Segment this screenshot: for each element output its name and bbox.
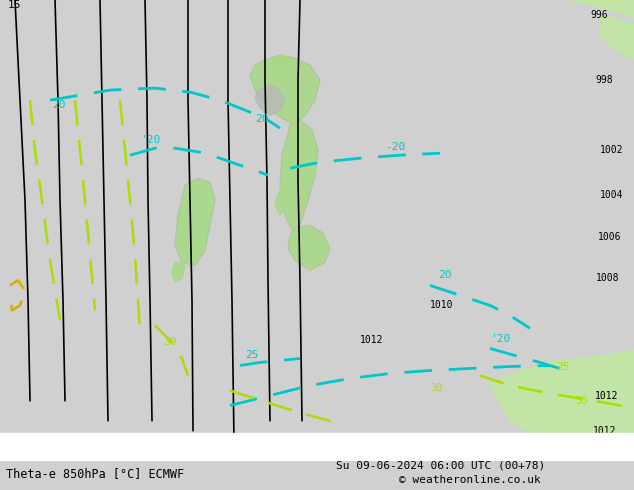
Polygon shape bbox=[288, 225, 330, 270]
Text: '20: '20 bbox=[490, 335, 510, 344]
Polygon shape bbox=[272, 55, 292, 70]
Polygon shape bbox=[175, 178, 215, 266]
Text: 1010: 1010 bbox=[430, 300, 453, 310]
Text: 20: 20 bbox=[438, 270, 451, 280]
Text: 30: 30 bbox=[575, 395, 588, 406]
Text: 20: 20 bbox=[52, 100, 65, 110]
Text: 1004: 1004 bbox=[600, 190, 623, 200]
Text: 1012: 1012 bbox=[595, 391, 619, 400]
Polygon shape bbox=[255, 85, 285, 115]
Text: 15: 15 bbox=[8, 0, 22, 10]
Text: 1012: 1012 bbox=[593, 425, 616, 436]
Text: '20: '20 bbox=[140, 135, 160, 145]
Polygon shape bbox=[275, 185, 290, 215]
Text: 20: 20 bbox=[255, 114, 269, 124]
Text: 996: 996 bbox=[590, 10, 607, 20]
Text: 998: 998 bbox=[595, 75, 612, 85]
Text: -20: -20 bbox=[385, 142, 405, 152]
Text: 30: 30 bbox=[430, 383, 443, 392]
Text: © weatheronline.co.uk: © weatheronline.co.uk bbox=[399, 475, 541, 485]
Polygon shape bbox=[490, 350, 634, 461]
Text: Theta-e 850hPa [°C] ECMWF: Theta-e 850hPa [°C] ECMWF bbox=[6, 467, 184, 480]
Text: 1002: 1002 bbox=[600, 145, 623, 155]
Text: 30: 30 bbox=[163, 338, 176, 347]
Text: 1008: 1008 bbox=[596, 273, 619, 283]
Text: 1006: 1006 bbox=[598, 232, 621, 243]
Text: Su 09-06-2024 06:00 UTC (00+78): Su 09-06-2024 06:00 UTC (00+78) bbox=[336, 461, 545, 470]
Polygon shape bbox=[250, 55, 320, 125]
Polygon shape bbox=[600, 15, 634, 60]
Text: 1012: 1012 bbox=[360, 336, 384, 345]
Polygon shape bbox=[172, 262, 185, 282]
Text: 25: 25 bbox=[245, 350, 259, 361]
Polygon shape bbox=[280, 120, 318, 230]
Polygon shape bbox=[570, 0, 634, 20]
Text: 25: 25 bbox=[556, 363, 569, 372]
